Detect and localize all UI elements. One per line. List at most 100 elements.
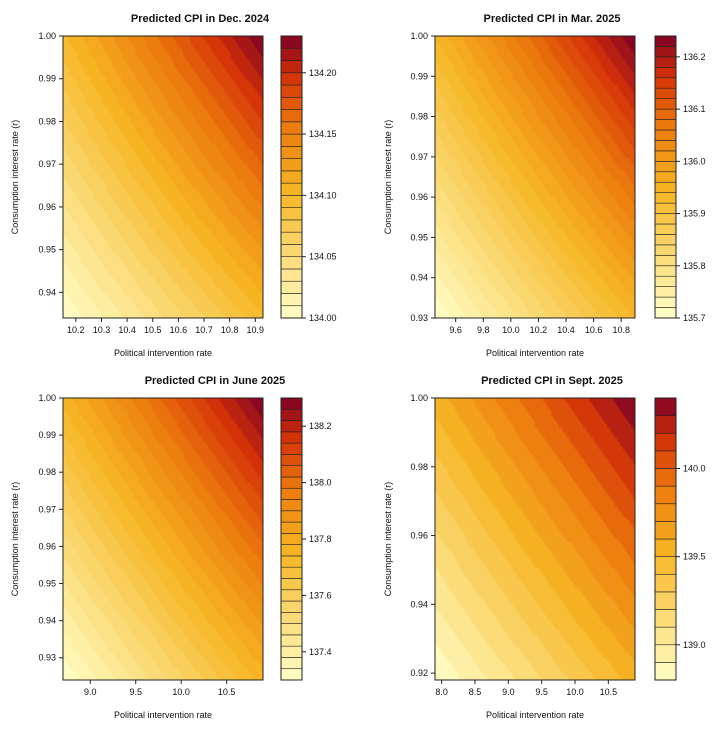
contour-cell — [121, 255, 124, 260]
contour-cell — [223, 298, 226, 302]
contour-cell — [229, 306, 232, 311]
contour-cell — [231, 315, 234, 319]
contour-cell — [161, 309, 164, 313]
contour-cell — [197, 303, 200, 308]
contour-cell — [97, 261, 100, 266]
contour-cell — [101, 267, 104, 271]
contour-cell — [245, 281, 248, 285]
contour-cell — [249, 281, 252, 285]
contour-cell — [109, 286, 112, 291]
contour-cell — [117, 284, 120, 288]
contour-cell — [207, 306, 210, 311]
contour-cell — [145, 284, 148, 288]
contour-cell — [151, 306, 154, 311]
contour-cell — [197, 275, 200, 280]
contour-cell — [119, 286, 122, 291]
contour-cell — [211, 264, 214, 268]
contour-cell — [229, 281, 232, 285]
contour-cell — [199, 309, 202, 313]
contour-cell — [211, 286, 214, 291]
contour-cell — [171, 315, 174, 319]
contour-cell — [213, 264, 216, 268]
contour-cell — [183, 255, 186, 260]
contour-cell — [219, 306, 222, 311]
contour-cell — [227, 292, 230, 297]
contour-cell — [137, 258, 140, 263]
contour-cell — [95, 312, 98, 316]
contour-cell — [99, 312, 102, 316]
contour-cell — [107, 306, 110, 311]
contour-cell — [185, 278, 188, 282]
contour-cell — [149, 281, 152, 285]
contour-cell — [187, 270, 190, 274]
contour-cell — [135, 264, 138, 268]
contour-cell — [157, 284, 160, 288]
contour-cell — [217, 298, 220, 302]
contour-cell — [157, 303, 160, 308]
contour-cell — [177, 289, 180, 294]
contour-cell — [207, 264, 210, 268]
contour-cell — [93, 286, 96, 291]
contour-cell — [147, 295, 150, 299]
contour-cell — [191, 315, 194, 319]
contour-cell — [253, 286, 256, 291]
contour-cell — [95, 270, 98, 274]
contour-cell — [143, 301, 146, 305]
contour-cell — [229, 301, 232, 305]
contour-cell — [105, 261, 108, 266]
contour-cell — [109, 301, 112, 305]
contour-cell — [123, 267, 126, 271]
contour-cell — [111, 298, 114, 302]
contour-cell — [245, 301, 248, 305]
contour-cell — [135, 281, 138, 285]
contour-cell — [229, 295, 232, 299]
contour-cell — [219, 278, 222, 282]
contour-cell — [239, 298, 242, 302]
contour-cell — [131, 295, 134, 299]
contour-cell — [205, 267, 208, 271]
contour-cell — [201, 275, 204, 280]
contour-cell — [155, 301, 158, 305]
contour-cell — [63, 272, 66, 277]
contour-cell — [119, 312, 122, 316]
contour-cell — [167, 284, 170, 288]
contour-cell — [139, 295, 142, 299]
contour-cell — [181, 255, 184, 260]
contour-cell — [249, 315, 252, 319]
contour-cell — [127, 295, 130, 299]
contour-cell — [235, 286, 238, 291]
contour-cell — [251, 301, 254, 305]
contour-cell — [95, 298, 98, 302]
contour-cell — [153, 301, 156, 305]
contour-cell — [121, 286, 124, 291]
contour-cell — [129, 275, 132, 280]
contour-cell — [247, 303, 250, 308]
contour-cell — [213, 275, 216, 280]
contour-cell — [79, 261, 82, 266]
contour-cell — [155, 303, 158, 308]
contour-cell — [117, 303, 120, 308]
contour-cell — [223, 258, 226, 263]
contour-cell — [193, 298, 196, 302]
contour-cell — [177, 270, 180, 274]
contour-cell — [147, 261, 150, 266]
contour-cell — [103, 261, 106, 266]
contour-cell — [101, 270, 104, 274]
contour-cell — [73, 270, 76, 274]
contour-cell — [203, 278, 206, 282]
contour-cell — [161, 267, 164, 271]
contour-cell — [219, 286, 222, 291]
contour-cell — [151, 298, 154, 302]
contour-cell — [163, 312, 166, 316]
contour-cell — [167, 275, 170, 280]
contour-cell — [165, 312, 168, 316]
contour-cell — [75, 292, 78, 297]
contour-cell — [225, 315, 228, 319]
contour-cell — [197, 301, 200, 305]
contour-cell — [95, 267, 98, 271]
contour-cell — [73, 267, 76, 271]
contour-cell — [253, 295, 256, 299]
contour-cell — [245, 306, 248, 311]
contour-cell — [245, 286, 248, 291]
contour-cell — [181, 264, 184, 268]
